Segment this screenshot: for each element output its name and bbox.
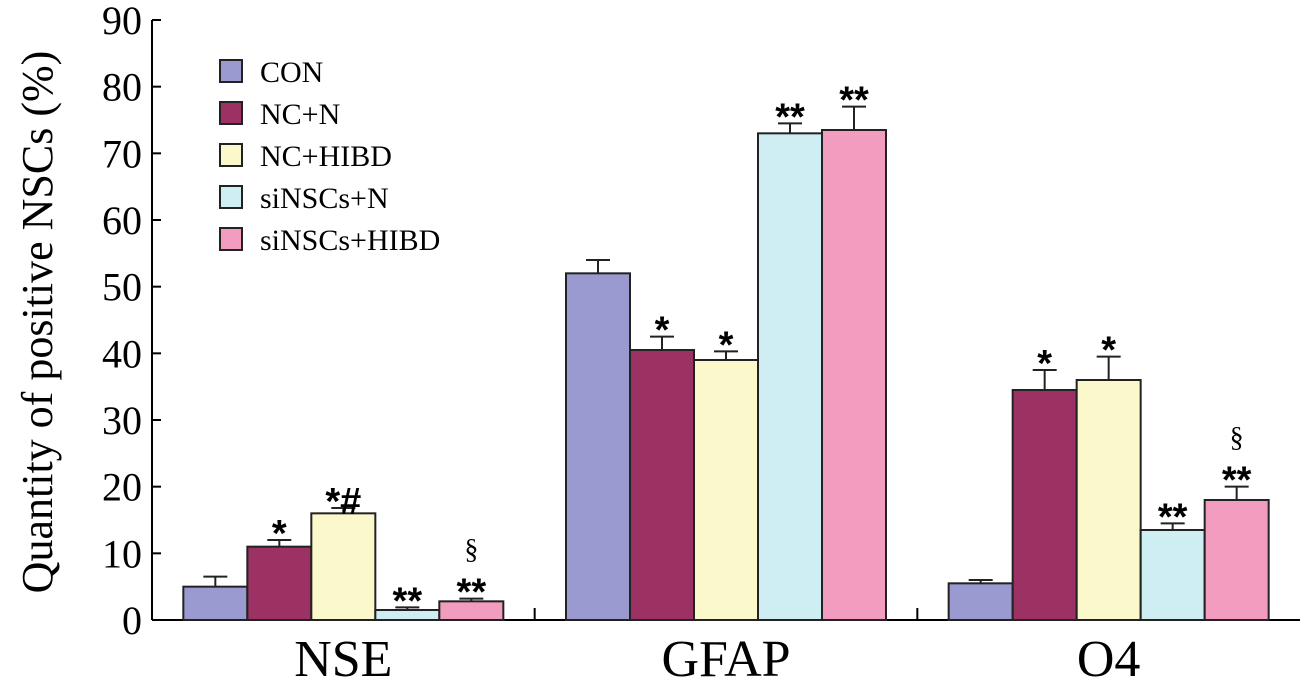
x-category-label: NSE	[294, 631, 392, 686]
legend-swatch	[219, 101, 243, 125]
y-tick-label: 60	[102, 198, 142, 243]
y-axis-label: Quantity of positive NSCs (%)	[13, 51, 62, 594]
bar	[821, 129, 887, 621]
significance-marker: *#	[325, 481, 361, 523]
legend-swatch	[219, 185, 243, 209]
x-category-label: GFAP	[661, 631, 790, 686]
y-tick-label: 40	[102, 331, 142, 376]
bars	[182, 105, 1270, 622]
significance-annotations: **#** **§* *** *** *****§	[272, 80, 1252, 623]
significance-marker: §	[464, 535, 478, 566]
significance-marker: *	[1037, 343, 1052, 385]
legend-label: siNSCs+HIBD	[260, 224, 440, 257]
legend-swatch	[219, 227, 243, 251]
y-tick-label: 0	[122, 598, 142, 643]
y-tick-label: 10	[102, 531, 142, 576]
y-tick-label: 70	[102, 131, 142, 176]
bar	[629, 349, 695, 621]
significance-marker: **	[1222, 460, 1252, 502]
bar	[1011, 389, 1078, 621]
significance-marker: **	[1158, 496, 1188, 538]
y-tick-label: 30	[102, 398, 142, 443]
bar	[947, 582, 1014, 621]
y-tick-label: 90	[102, 0, 142, 43]
bar	[1203, 499, 1270, 621]
significance-marker: *	[272, 513, 287, 555]
bar	[310, 512, 377, 621]
legend-swatch	[219, 59, 243, 83]
bar	[246, 545, 313, 622]
y-tick-label: 50	[102, 265, 142, 310]
legend-swatch	[219, 143, 243, 167]
legend-label: siNSCs+N	[260, 182, 389, 215]
legend-label: CON	[260, 56, 323, 89]
significance-marker: §	[1230, 423, 1244, 454]
bar	[182, 585, 249, 622]
bar	[757, 132, 823, 621]
significance-marker: **	[393, 580, 423, 622]
bar	[565, 272, 631, 621]
legend: CON NC+N NC+HIBD siNSCs+N siNSCs+HIBD	[219, 56, 440, 257]
bar	[1075, 379, 1142, 621]
significance-marker: **	[775, 96, 805, 138]
significance-marker: *	[1101, 330, 1116, 372]
significance-marker: **	[457, 572, 487, 614]
x-category-label: O4	[1077, 631, 1141, 686]
bar	[1139, 529, 1206, 621]
legend-label: NC+N	[260, 98, 340, 131]
significance-marker: *	[655, 310, 670, 352]
bar	[693, 359, 759, 621]
y-tick-label: 20	[102, 465, 142, 510]
significance-marker: *	[719, 324, 734, 366]
y-tick-label: 80	[102, 65, 142, 110]
significance-marker: **	[839, 80, 869, 122]
axes: 0 10 20 30 40 50 60 70 80 90 NSE GFAP O4	[102, 0, 1300, 686]
legend-label: NC+HIBD	[260, 140, 392, 173]
